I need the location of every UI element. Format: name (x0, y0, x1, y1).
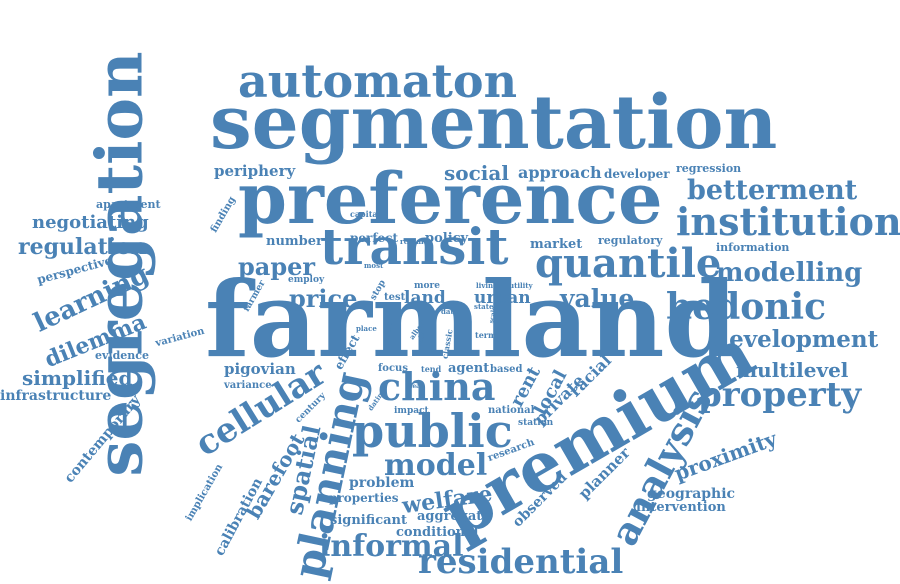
word-urban: urban (474, 288, 531, 308)
word-approach: approach (518, 163, 602, 182)
word-apartment: apartment (96, 198, 161, 211)
word-market: market (530, 237, 583, 252)
word-variation: variation (154, 325, 206, 350)
word-automaton: automaton (238, 54, 518, 108)
word-station: station (518, 418, 554, 428)
word-policy: policy (425, 231, 469, 246)
word-implication: implication (183, 462, 226, 524)
word-simplified: simplified (22, 366, 133, 390)
word-developer: developer (604, 167, 670, 181)
word-place: place (356, 324, 377, 333)
word-price: price (289, 284, 358, 313)
word-property: property (698, 375, 862, 415)
word-negotiating: negotiating (32, 212, 149, 233)
word-data: data (441, 307, 459, 316)
word-term: term (475, 330, 497, 340)
word-china: china (378, 364, 496, 409)
word-capital: capital (350, 209, 381, 219)
word-number: number (266, 234, 323, 249)
word-transit: transit (320, 217, 509, 276)
word-development: development (713, 326, 879, 353)
word-significant: significant (330, 513, 407, 528)
word-impact: impact (394, 406, 429, 416)
word-hedonic: hedonic (666, 286, 827, 328)
word-periphery: periphery (214, 162, 296, 180)
word-quantile: quantile (535, 240, 722, 287)
word-tend: tend (421, 364, 442, 374)
word-informal: informal (319, 529, 464, 564)
word-problem: problem (349, 475, 415, 491)
word-regulatory: regulatory (598, 234, 663, 247)
word-institution: institution (676, 199, 900, 244)
word-finding: finding (208, 194, 239, 235)
word-public: public (352, 404, 513, 458)
word-regulation: regulation (18, 234, 147, 260)
word-agent: agent (448, 361, 490, 376)
word-paper: paper (238, 252, 316, 281)
word-preference: preference (238, 157, 663, 240)
word-more: more (414, 281, 440, 291)
word-variance: variance (224, 380, 272, 391)
word-pigovian: pigovian (224, 360, 296, 378)
word-infrastructure: infrastructure (0, 388, 112, 404)
word-based: based (490, 364, 523, 375)
word-regression: regression (676, 162, 742, 175)
word-employ: employ (288, 275, 325, 285)
word-social: social (444, 161, 509, 185)
word-farmland: farmland (205, 258, 738, 381)
word-information: information (716, 241, 790, 254)
word-state: state (474, 302, 494, 311)
word-aggregate: aggregate (417, 509, 491, 524)
word-most: most (364, 261, 384, 270)
word-properties: properties (329, 491, 399, 505)
word-perfect: perfect (350, 231, 398, 245)
word-conditional: conditional (396, 525, 479, 540)
word-land: land (404, 288, 446, 308)
word-value: value (560, 284, 635, 313)
word-focus: focus (378, 363, 408, 374)
word-evidence: evidence (95, 349, 149, 362)
word-mean: mean (406, 383, 425, 390)
word-rental: rental (400, 237, 424, 246)
word-intervention: intervention (636, 500, 726, 515)
word-living: living (476, 281, 499, 290)
word-geographic: geographic (647, 486, 736, 502)
word-residential: residential (418, 542, 624, 582)
word-national: national (488, 405, 535, 416)
word-modelling: modelling (716, 258, 863, 288)
word-betterment: betterment (687, 175, 858, 206)
word-model: model (384, 448, 488, 483)
word-multilevel: multilevel (736, 358, 849, 382)
word-test: test (384, 292, 406, 303)
word-segmentation: segmentation (210, 80, 778, 166)
word-utility: utility (509, 281, 533, 290)
